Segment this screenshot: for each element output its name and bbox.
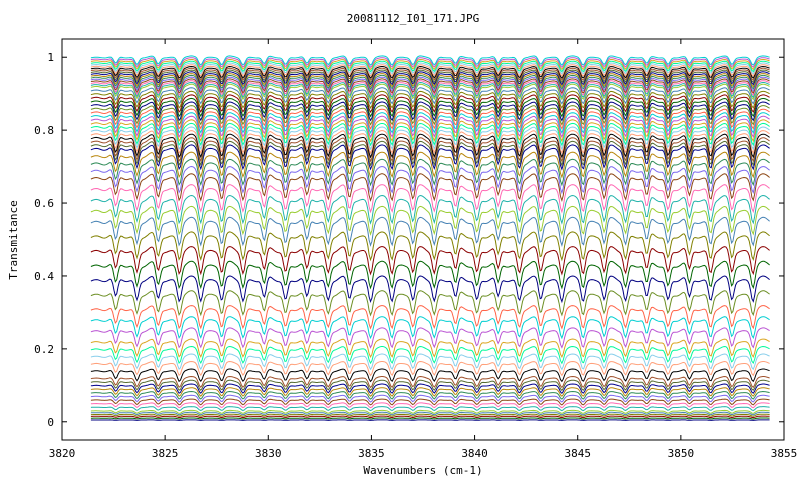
series-line xyxy=(90,413,770,417)
series-line xyxy=(90,74,770,90)
y-tick-label: 1 xyxy=(47,51,54,64)
series-line xyxy=(90,415,770,419)
series-line xyxy=(90,409,770,414)
x-tick-label: 3855 xyxy=(771,447,798,460)
series-line xyxy=(90,353,770,371)
x-tick-label: 3835 xyxy=(358,447,385,460)
series-line xyxy=(90,368,770,383)
series-line xyxy=(90,126,770,151)
series-line xyxy=(90,81,770,99)
series-line xyxy=(90,165,770,195)
series-line xyxy=(90,375,770,389)
series-line xyxy=(90,130,770,155)
series-line xyxy=(90,76,770,92)
series-line xyxy=(90,419,770,421)
series-line xyxy=(90,379,770,392)
series-line xyxy=(90,411,770,416)
series-line xyxy=(90,216,770,248)
series-line xyxy=(90,398,770,406)
series-line xyxy=(90,87,770,105)
series-line xyxy=(90,305,770,330)
series-line xyxy=(90,108,770,130)
series-line xyxy=(90,101,770,122)
series-line xyxy=(90,67,770,82)
x-tick-label: 3840 xyxy=(461,447,488,460)
series-line xyxy=(90,231,770,262)
series-line xyxy=(90,60,770,73)
x-tick-label: 3820 xyxy=(49,447,76,460)
series-line xyxy=(90,97,770,118)
series-group xyxy=(90,55,770,421)
y-tick-label: 0.6 xyxy=(34,197,54,210)
series-line xyxy=(90,205,770,237)
y-tick-label: 0 xyxy=(47,416,54,429)
y-axis: 0 0.2 0.4 0.6 0.8 1 xyxy=(34,51,784,429)
series-line xyxy=(90,173,770,203)
series-line xyxy=(90,394,770,403)
series-line xyxy=(90,71,770,86)
series-line xyxy=(90,105,770,126)
series-line xyxy=(90,94,770,114)
series-line xyxy=(90,137,770,163)
series-line xyxy=(90,69,770,84)
series-line xyxy=(90,184,770,214)
series-line xyxy=(90,112,770,135)
series-line xyxy=(90,58,770,71)
series-line xyxy=(90,62,770,75)
series-line xyxy=(90,387,770,397)
series-line xyxy=(90,158,770,187)
series-line xyxy=(90,65,770,79)
chart-title: 20081112_I01_171.JPG xyxy=(347,12,479,25)
x-tick-label: 3825 xyxy=(152,447,179,460)
series-line xyxy=(90,80,770,97)
x-tick-label: 3850 xyxy=(668,447,695,460)
series-line xyxy=(90,327,770,349)
series-line xyxy=(90,144,770,171)
y-axis-label: Transmitance xyxy=(7,200,20,279)
series-line xyxy=(90,73,770,88)
series-line xyxy=(90,390,770,400)
series-line xyxy=(90,383,770,395)
series-line xyxy=(90,260,770,290)
plot-frame xyxy=(61,38,785,441)
series-line xyxy=(90,316,770,340)
x-tick-label: 3845 xyxy=(564,447,591,460)
series-line xyxy=(90,417,770,420)
series-line xyxy=(90,78,770,95)
series-line xyxy=(90,140,770,167)
series-line xyxy=(90,402,770,409)
series-line xyxy=(90,194,770,225)
series-line xyxy=(90,275,770,304)
series-line xyxy=(90,55,770,66)
series-line xyxy=(90,290,770,317)
series-line xyxy=(90,83,770,101)
x-tick-label: 3830 xyxy=(255,447,282,460)
series-line xyxy=(90,151,770,179)
series-line xyxy=(90,246,770,276)
series-line xyxy=(90,406,770,412)
y-tick-label: 0.2 xyxy=(34,343,54,356)
series-line xyxy=(90,119,770,143)
series-line xyxy=(90,345,770,365)
series-line xyxy=(90,57,770,69)
series-line xyxy=(90,133,770,159)
series-line xyxy=(90,64,770,77)
y-tick-label: 0.8 xyxy=(34,124,54,137)
series-line xyxy=(90,360,770,377)
x-axis: 3820 3825 3830 3835 3840 3845 3850 3855 xyxy=(49,39,798,460)
series-line xyxy=(90,338,770,359)
series-line xyxy=(90,90,770,109)
x-axis-label: Wavenumbers (cm-1) xyxy=(363,464,482,477)
series-line xyxy=(90,115,770,139)
y-tick-label: 0.4 xyxy=(34,270,54,283)
series-line xyxy=(90,122,770,147)
